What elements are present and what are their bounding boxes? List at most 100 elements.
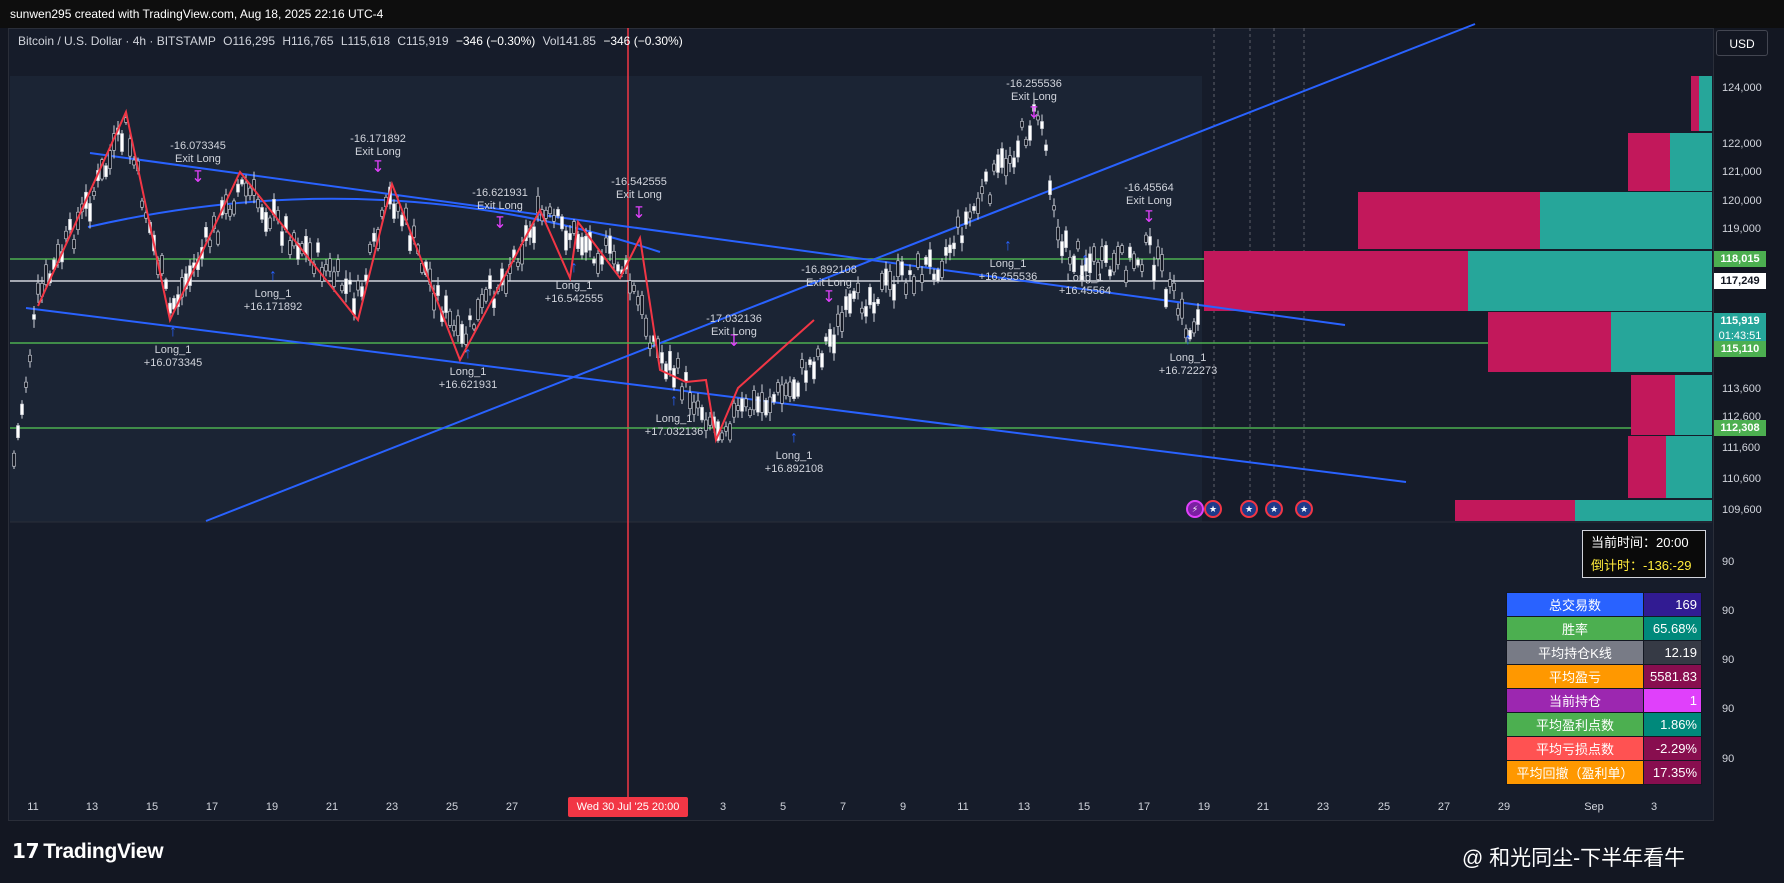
candle-body xyxy=(20,403,24,415)
candle-body xyxy=(1032,104,1036,112)
candle-body xyxy=(744,398,748,408)
long-entry-annotation: Long_1 +16.621931 xyxy=(438,366,498,391)
time-axis-tick: 23 xyxy=(1316,801,1330,813)
stats-row: 当前持仓 1 xyxy=(1506,688,1702,713)
candle-body xyxy=(764,399,768,416)
candle-body xyxy=(1048,180,1052,195)
exit-long-annotation: -16.542555 Exit Long xyxy=(611,176,667,201)
candle-body xyxy=(1020,121,1024,128)
us-flag-icon[interactable]: ★ xyxy=(1240,500,1258,518)
event-flag-icon[interactable]: ⚡ xyxy=(1186,500,1204,518)
candle-body xyxy=(380,209,384,217)
time-axis-tick: 13 xyxy=(85,801,99,813)
candle-body xyxy=(1124,269,1128,283)
candle-body xyxy=(68,219,72,231)
candle-body xyxy=(408,235,412,251)
long-entry-annotation: Long_1 +16.073345 xyxy=(143,344,203,369)
candle-body xyxy=(460,324,464,344)
candle-body xyxy=(856,282,860,293)
candle-body xyxy=(876,298,880,305)
candle-body xyxy=(1128,246,1132,259)
candle-body xyxy=(444,295,448,313)
exit-marker-icon: ↧ xyxy=(1027,105,1040,122)
candle-body xyxy=(980,186,984,194)
time-axis-tick: 3 xyxy=(1650,801,1658,813)
candle-body xyxy=(920,274,924,283)
candle-body xyxy=(780,384,784,404)
stats-label: 平均亏损点数 xyxy=(1506,736,1644,761)
candle-body xyxy=(944,246,948,256)
tradingview-logo[interactable]: 𝟭𝟳 TradingView xyxy=(12,840,164,863)
candle-body xyxy=(336,259,340,272)
ohlc-open: O116,295 xyxy=(223,34,275,48)
candle-body xyxy=(1052,205,1056,211)
time-axis-tick: Sep xyxy=(1584,801,1604,813)
candle-body xyxy=(720,432,724,441)
candle-body xyxy=(844,296,848,311)
candle-body xyxy=(700,407,704,421)
candle-body xyxy=(840,312,844,332)
us-flag-icon[interactable]: ★ xyxy=(1204,500,1222,518)
exit-marker-icon: ↧ xyxy=(727,333,740,350)
candle-body xyxy=(568,233,572,241)
date-cursor-label: Wed 30 Jul '25 20:00 xyxy=(568,797,688,817)
volume-value: Vol141.85 xyxy=(542,34,596,48)
us-flag-icon[interactable]: ★ xyxy=(1295,500,1313,518)
time-axis-tick: 29 xyxy=(1497,801,1511,813)
candle-body xyxy=(872,302,876,314)
candle-body xyxy=(936,269,940,282)
candle-body xyxy=(928,249,932,267)
stats-value: 169 xyxy=(1643,592,1702,617)
ohlc-high: H116,765 xyxy=(282,34,334,48)
candle-body xyxy=(396,202,400,212)
candle-body xyxy=(1176,308,1180,316)
candle-body xyxy=(488,275,492,289)
price-axis-label: 119,000 xyxy=(1722,223,1761,235)
stats-label: 胜率 xyxy=(1506,616,1644,641)
candle-body xyxy=(932,273,936,281)
candle-body xyxy=(960,235,964,244)
candle-body xyxy=(24,381,28,388)
candle-body xyxy=(616,264,620,272)
us-flag-icon[interactable]: ★ xyxy=(1265,500,1283,518)
stats-label: 平均持仓K线 xyxy=(1506,640,1644,665)
trendlines xyxy=(25,23,1476,522)
candle-body xyxy=(180,277,184,298)
candle-body xyxy=(704,419,708,431)
candle-body xyxy=(480,294,484,308)
candle-body xyxy=(1108,269,1112,277)
candle-body xyxy=(1024,139,1028,146)
stats-row: 平均回撤（盈利单） 17.35% xyxy=(1506,760,1702,785)
candle-body xyxy=(912,276,916,294)
price-tag-level: 117,249 xyxy=(1714,273,1766,289)
time-axis-tick: 3 xyxy=(719,801,727,813)
candle-body xyxy=(888,271,892,290)
exit-long-annotation: -16.45564 Exit Long xyxy=(1124,182,1174,207)
ohlc-change: −346 (−0.30%) xyxy=(455,34,536,48)
candle-body xyxy=(72,239,76,250)
candle-body xyxy=(1116,246,1120,265)
candle-body xyxy=(860,307,864,314)
candle-body xyxy=(796,382,800,397)
candle-body xyxy=(1040,121,1044,129)
candle-body xyxy=(816,348,820,357)
time-axis-tick: 25 xyxy=(1377,801,1391,813)
candle-body xyxy=(260,207,264,220)
candle-body xyxy=(448,310,452,326)
candle-body xyxy=(892,284,896,301)
candle-body xyxy=(752,390,756,411)
candle-body xyxy=(1192,321,1196,334)
ohlc-close: C115,919 xyxy=(397,34,449,48)
stats-row: 总交易数 169 xyxy=(1506,592,1702,617)
candle-body xyxy=(1084,257,1088,272)
currency-button[interactable]: USD xyxy=(1716,30,1768,56)
candle-body xyxy=(972,206,976,211)
candle-body xyxy=(132,159,136,166)
time-axis-tick: 21 xyxy=(1256,801,1270,813)
candle-body xyxy=(580,236,584,256)
entry-marker-icon: ↑ xyxy=(269,267,277,284)
stats-value: -2.29% xyxy=(1643,736,1702,761)
stats-row: 平均持仓K线 12.19 xyxy=(1506,640,1702,665)
candle-body xyxy=(1092,246,1096,262)
